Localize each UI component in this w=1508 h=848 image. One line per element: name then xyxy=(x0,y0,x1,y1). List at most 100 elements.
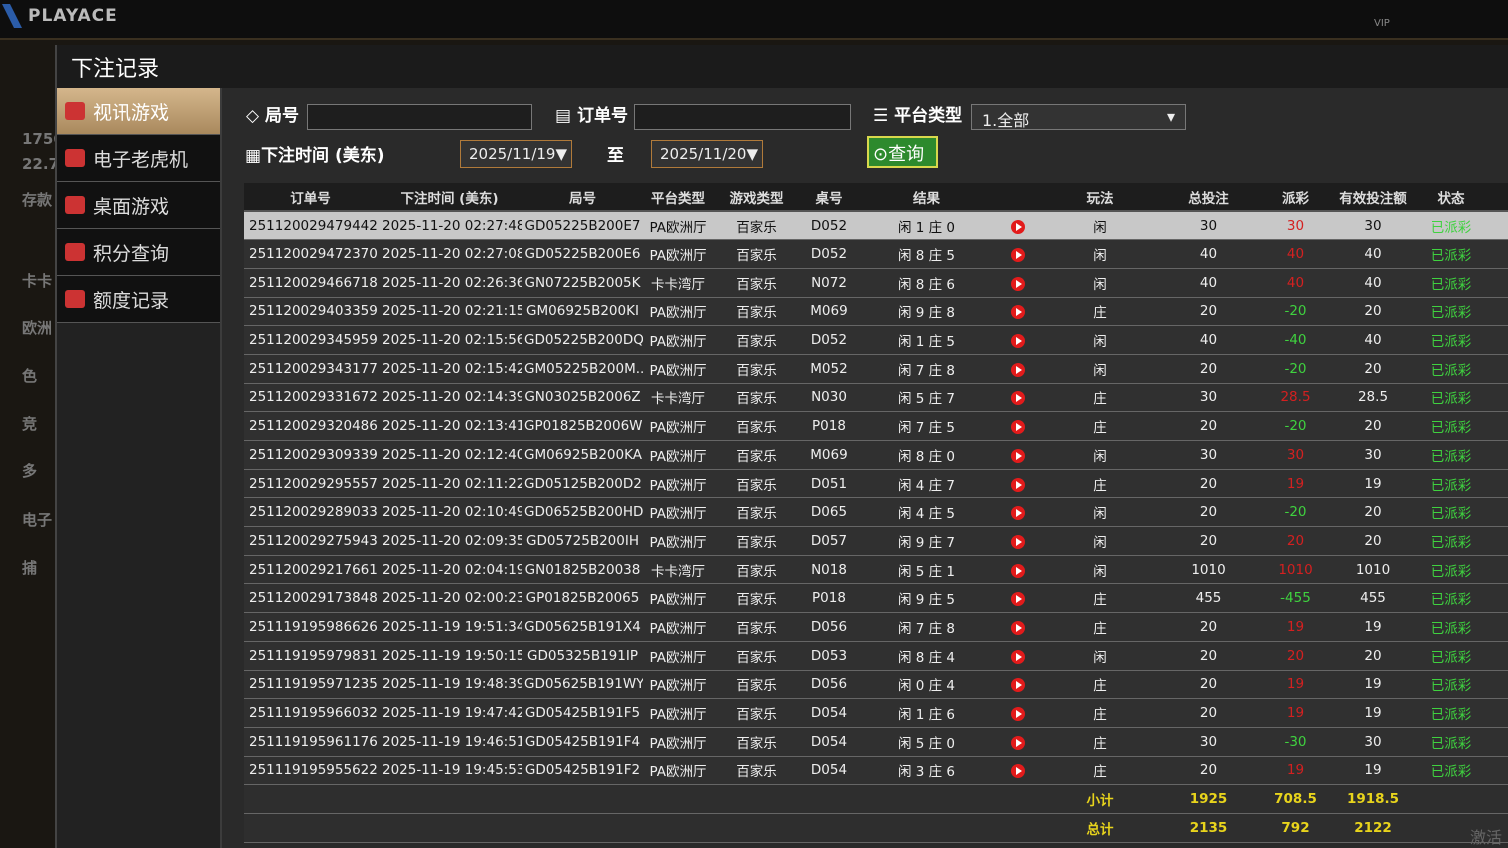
table-cell: PA欧洲厅 xyxy=(643,641,713,671)
video-icon[interactable] xyxy=(1010,362,1025,377)
column-header: 派彩 xyxy=(1257,183,1334,212)
background-text: 多 xyxy=(22,462,38,480)
table-row[interactable]: 251120029275943 2025-11-20 02:09:35 GD0572… xyxy=(244,526,1508,556)
table-cell: 百家乐 xyxy=(713,612,800,642)
table-row[interactable]: 251120029472370 2025-11-20 02:27:08 GD0522… xyxy=(244,239,1508,269)
date-to[interactable]: 2025/11/20▼ xyxy=(651,140,763,168)
table-row[interactable]: 251120029479442 2025-11-20 02:27:48 GD0522… xyxy=(244,211,1508,241)
table-cell: 百家乐 xyxy=(713,211,800,241)
table-cell xyxy=(1490,239,1508,269)
table-cell: D057 xyxy=(800,526,858,556)
table-cell xyxy=(522,784,643,814)
video-icon[interactable] xyxy=(1010,477,1025,492)
table-cell: 百家乐 xyxy=(713,670,800,700)
background-text: 存款 xyxy=(22,191,53,209)
table-row[interactable]: 251119195979831 2025-11-19 19:50:15 GD0532… xyxy=(244,641,1508,671)
table-cell: 闲 9 庄 8 xyxy=(858,297,995,327)
table-cell: 庄 xyxy=(1040,383,1160,413)
table-cell: 闲 4 庄 7 xyxy=(858,469,995,499)
table-row[interactable]: 251120029217661 2025-11-20 02:04:19 GN0182… xyxy=(244,555,1508,585)
table-cell: GM05225B200M... xyxy=(522,354,643,384)
table-cell: 百家乐 xyxy=(713,727,800,757)
video-icon[interactable] xyxy=(1010,506,1025,521)
video-icon[interactable] xyxy=(1010,534,1025,549)
table-cell: 20 xyxy=(1334,411,1412,441)
table-row[interactable]: 251120029173848 2025-11-20 02:00:23 GP0182… xyxy=(244,583,1508,614)
menu-text: 积分查询 xyxy=(93,243,170,265)
date-from[interactable]: 2025/11/19▼ xyxy=(460,140,572,168)
summary-row: 总计 2135 792 2122 xyxy=(244,813,1508,843)
menu-item[interactable]: 桌面游戏 xyxy=(57,182,220,229)
table-row[interactable]: 251120029466718 2025-11-20 02:26:36 GN0722… xyxy=(244,268,1508,298)
table-cell xyxy=(995,784,1040,814)
video-icon[interactable] xyxy=(1010,448,1025,463)
date-text: 2025/11/20 xyxy=(660,145,747,163)
table-row[interactable]: 251120029343177 2025-11-20 02:15:42 GM0522… xyxy=(244,354,1508,384)
table-row[interactable]: 251120029295557 2025-11-20 02:11:22 GD0512… xyxy=(244,469,1508,499)
table-cell: 20 xyxy=(1334,641,1412,671)
table-cell: 已派彩 xyxy=(1412,297,1490,327)
table-cell: GD05125B200D2 xyxy=(522,469,643,499)
video-icon[interactable] xyxy=(1010,420,1025,435)
table-row[interactable]: 251119195961176 2025-11-19 19:46:51 GD0542… xyxy=(244,727,1508,757)
video-icon[interactable] xyxy=(1010,764,1025,779)
video-icon[interactable] xyxy=(1010,649,1025,664)
order-input[interactable] xyxy=(634,104,851,130)
menu-item[interactable]: 额度记录 xyxy=(57,276,220,323)
table-row[interactable]: 251120029289033 2025-11-20 02:10:49 GD0652… xyxy=(244,497,1508,528)
video-icon[interactable] xyxy=(1010,620,1025,635)
table-row[interactable]: 251120029309339 2025-11-20 02:12:40 GM0692… xyxy=(244,440,1508,470)
video-icon[interactable] xyxy=(1010,334,1025,349)
table-cell: 庄 xyxy=(1040,411,1160,441)
table-cell: 20 xyxy=(1160,612,1257,642)
video-icon[interactable] xyxy=(1010,248,1025,263)
table-cell: 2025-11-20 02:12:40 xyxy=(377,440,522,470)
table-cell: 455 xyxy=(1334,583,1412,614)
order-label: ▤ 订单号 xyxy=(555,106,628,126)
video-icon[interactable] xyxy=(1010,735,1025,750)
table-cell xyxy=(1490,670,1508,700)
video-icon[interactable] xyxy=(1010,678,1025,693)
table-row[interactable]: 251120029320486 2025-11-20 02:13:41 GP0182… xyxy=(244,411,1508,441)
table-cell: D065 xyxy=(800,497,858,528)
summary-value: 1925 xyxy=(1160,784,1257,814)
table-cell: 20 xyxy=(1160,469,1257,499)
table-cell: 百家乐 xyxy=(713,354,800,384)
background-text: 1756 xyxy=(22,130,64,148)
video-icon[interactable] xyxy=(1010,391,1025,406)
table-cell xyxy=(858,813,995,843)
video-icon[interactable] xyxy=(1010,305,1025,320)
query-button[interactable]: ⊙查询 xyxy=(867,136,938,168)
video-icon[interactable] xyxy=(1010,563,1025,578)
menu-item[interactable]: 积分查询 xyxy=(57,229,220,276)
table-cell: 闲 xyxy=(1040,526,1160,556)
table-cell: 庄 xyxy=(1040,612,1160,642)
vip-icon[interactable]: VIP xyxy=(1374,18,1390,29)
video-icon[interactable] xyxy=(1010,592,1025,607)
table-cell: 已派彩 xyxy=(1412,469,1490,499)
menu-item[interactable]: 电子老虎机 xyxy=(57,135,220,182)
table-cell: 百家乐 xyxy=(713,756,800,786)
video-icon[interactable] xyxy=(1010,219,1025,234)
column-header: 游戏类型 xyxy=(713,183,800,212)
table-cell: GD05425B191F2 xyxy=(522,756,643,786)
table-row[interactable]: 251120029403359 2025-11-20 02:21:15 GM0692… xyxy=(244,297,1508,327)
video-cell xyxy=(995,756,1040,786)
round-input[interactable] xyxy=(307,104,532,130)
menu-item[interactable]: 视讯游戏 xyxy=(57,88,220,135)
video-icon[interactable] xyxy=(1010,276,1025,291)
table-row[interactable]: 251120029331672 2025-11-20 02:14:39 GN0302… xyxy=(244,383,1508,413)
table-cell: 251120029466718 xyxy=(244,268,377,298)
table-cell: D056 xyxy=(800,670,858,700)
table-row[interactable]: 251119195971235 2025-11-19 19:48:39 GD0562… xyxy=(244,670,1508,700)
table-cell: 闲 xyxy=(1040,239,1160,269)
table-row[interactable]: 251119195955622 2025-11-19 19:45:53 GD0542… xyxy=(244,756,1508,786)
table-cell: PA欧洲厅 xyxy=(643,325,713,355)
video-icon[interactable] xyxy=(1010,707,1025,722)
table-cell xyxy=(1490,268,1508,298)
table-row[interactable]: 251119195966032 2025-11-19 19:47:42 GD0542… xyxy=(244,698,1508,728)
table-row[interactable]: 251119195986626 2025-11-19 19:51:34 GD0562… xyxy=(244,612,1508,642)
table-cell: 闲 7 庄 5 xyxy=(858,411,995,441)
platform-select[interactable]: 1.全部 ▾ xyxy=(971,104,1186,130)
table-row[interactable]: 251120029345959 2025-11-20 02:15:56 GD0522… xyxy=(244,325,1508,355)
